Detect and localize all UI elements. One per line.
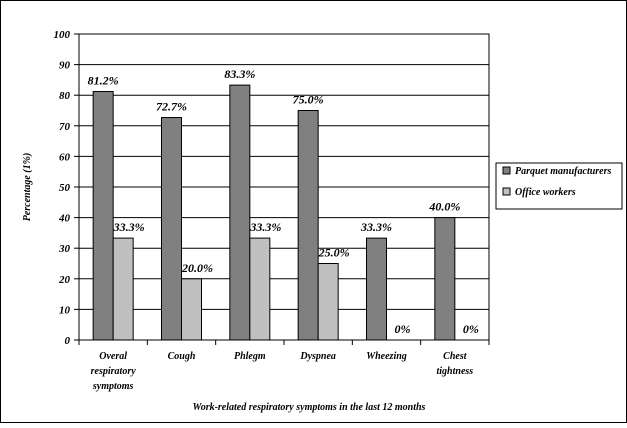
data-label: 81.2% xyxy=(88,74,119,88)
data-labels: 81.2% 33.3% 72.7% 20.0% 83.3% 33.3% 75.0% 25.0%… xyxy=(88,67,479,336)
data-label: 25.0% xyxy=(318,246,350,260)
legend-label: Parquet manufacturers xyxy=(515,166,612,177)
data-label: 33.3% xyxy=(249,220,281,234)
data-label: 20.0% xyxy=(181,261,213,275)
bars xyxy=(92,84,456,341)
bar xyxy=(249,237,271,341)
bar xyxy=(112,237,134,341)
data-label: 83.3% xyxy=(224,67,255,81)
gridlines xyxy=(79,64,489,310)
x-tick-label: tightness xyxy=(436,366,473,377)
legend-label: Office workers xyxy=(515,187,576,198)
data-label: 75.0% xyxy=(293,93,324,107)
x-tick-label: Wheezing xyxy=(366,351,407,362)
data-label: 40.0% xyxy=(428,200,460,214)
x-tick-label: Overal xyxy=(99,351,127,362)
y-axis-title: Percentage (1%) xyxy=(22,153,33,222)
bar xyxy=(317,263,339,341)
y-tick-label: 30 xyxy=(58,243,71,255)
bar xyxy=(92,91,114,341)
legend-swatch xyxy=(502,187,511,196)
y-tick-label: 90 xyxy=(59,60,71,72)
legend: Parquet manufacturers Office workers xyxy=(495,162,623,210)
bar xyxy=(434,217,456,341)
data-label: 72.7% xyxy=(156,100,187,114)
bar xyxy=(161,117,182,341)
data-label: 0% xyxy=(395,322,411,336)
x-tick-label: Dyspnea xyxy=(299,351,336,362)
y-tick-label: 100 xyxy=(54,29,71,41)
bar xyxy=(181,278,202,341)
y-tick-label: 60 xyxy=(59,151,71,163)
y-tick-label: 40 xyxy=(58,213,71,225)
x-tick-label: Chest xyxy=(443,351,468,362)
y-tick-label: 20 xyxy=(58,274,71,286)
data-label: 33.3% xyxy=(360,220,392,234)
x-tick-label: symptoms xyxy=(92,381,134,392)
x-axis-title: Work-related respiratory symptoms in the… xyxy=(193,402,426,413)
y-tick-label: 0 xyxy=(65,335,71,347)
x-tick-label: Cough xyxy=(168,351,196,362)
y-tick-label: 50 xyxy=(59,182,71,194)
axes: 0 10 20 30 40 50 60 70 80 90 100 Overal respiratory s… xyxy=(54,29,490,392)
data-label: 0% xyxy=(463,322,479,336)
y-tick-label: 80 xyxy=(59,90,71,102)
legend-box xyxy=(495,162,623,210)
x-tick-label: respiratory xyxy=(91,366,137,377)
bar xyxy=(229,84,251,341)
legend-swatch xyxy=(502,166,511,175)
y-tick-label: 70 xyxy=(59,121,71,133)
bar xyxy=(297,110,319,341)
x-tick-label: Phlegm xyxy=(234,351,266,362)
data-label: 33.3% xyxy=(113,220,145,234)
bar xyxy=(366,237,387,341)
y-tick-label: 10 xyxy=(59,304,71,316)
